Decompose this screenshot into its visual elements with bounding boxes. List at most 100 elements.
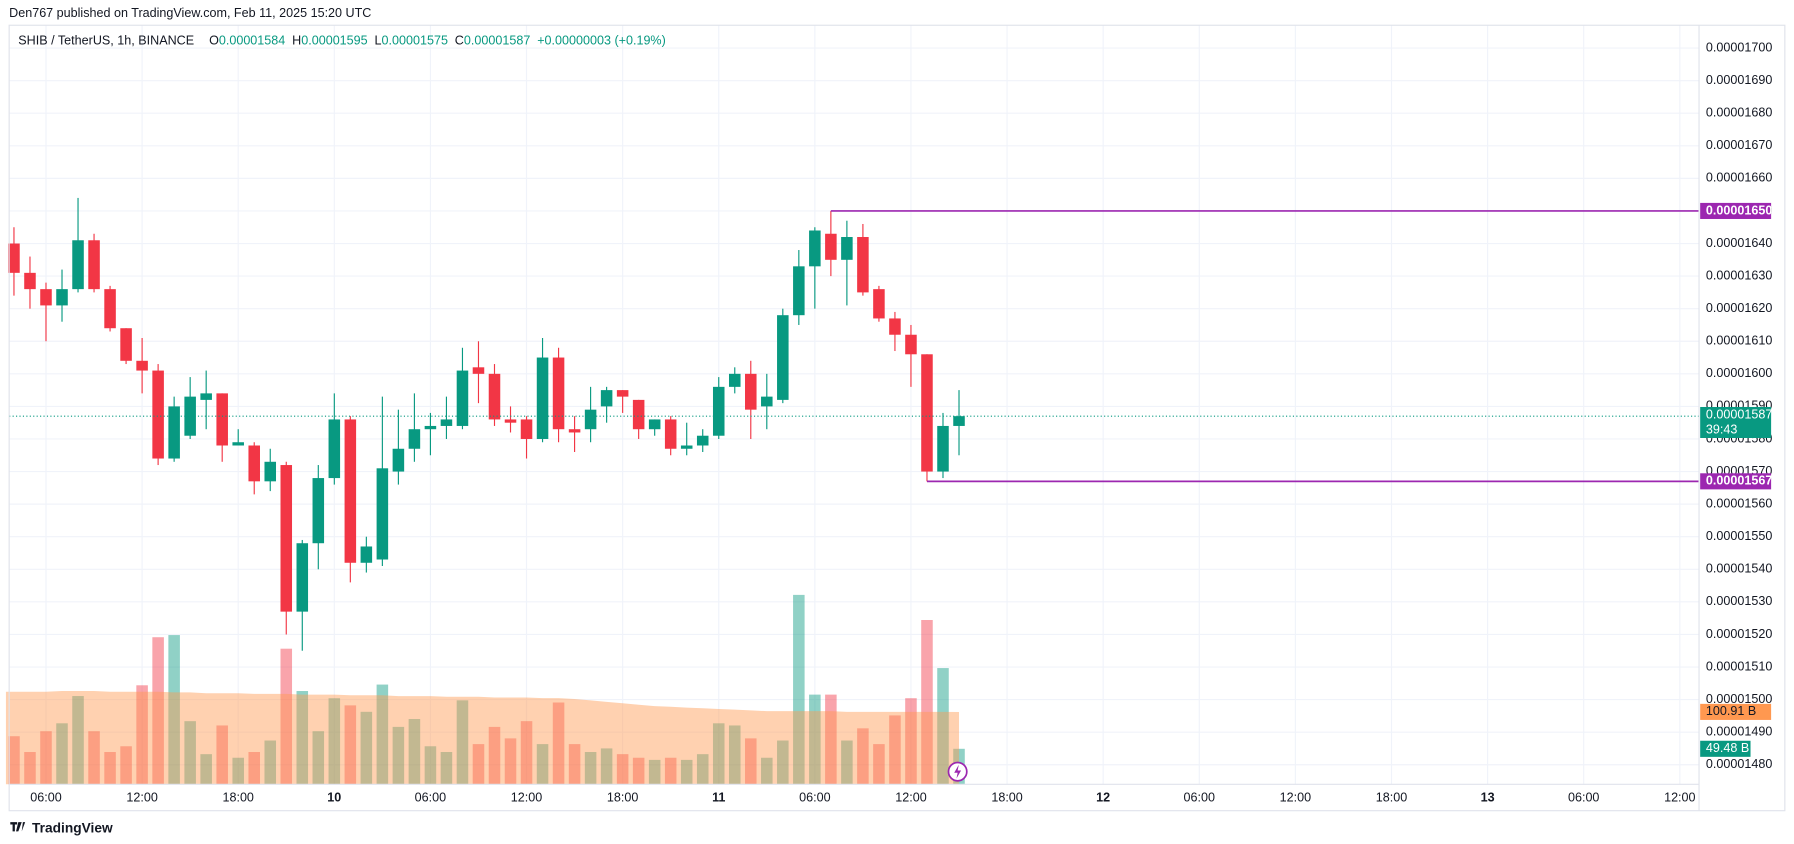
candle-body — [24, 272, 36, 290]
volume-bar — [72, 696, 84, 785]
volume-bar — [552, 702, 565, 785]
candle-body — [889, 318, 901, 335]
candle-body — [520, 419, 533, 439]
volume-bar — [777, 740, 789, 785]
volume-bar — [248, 752, 260, 785]
candle-body — [745, 373, 757, 410]
volume-bar — [568, 744, 581, 785]
legend-change: +0.00000003 (+0.19%) — [537, 34, 666, 48]
level-label: 0.00001650 — [1706, 203, 1772, 217]
x-tick-label: 18:00 — [991, 790, 1022, 804]
y-tick-label: 0.00001490 — [1706, 724, 1772, 738]
candle-body — [504, 419, 517, 423]
legend-key: C — [455, 34, 464, 48]
volume-bar — [8, 736, 20, 785]
y-tick-label: 0.00001550 — [1706, 529, 1772, 543]
y-tick-label: 0.00001600 — [1706, 366, 1772, 380]
volume-ma-area — [5, 691, 960, 785]
candle-body — [440, 419, 453, 426]
candle-body — [536, 357, 549, 439]
volume-bar — [328, 698, 341, 785]
candle-body — [793, 266, 805, 316]
y-tick-label: 0.00001520 — [1706, 627, 1772, 641]
volume-bar — [440, 752, 453, 785]
candle-body — [344, 419, 357, 563]
volume-bar — [520, 721, 533, 785]
volume-bar — [648, 759, 661, 785]
candle-body — [664, 419, 677, 449]
volume-bar — [408, 719, 421, 785]
volume-label: 49.48 B — [1706, 741, 1749, 755]
candle-body — [408, 429, 421, 449]
volume-bar — [632, 757, 645, 785]
candle-body — [857, 237, 869, 293]
legend-value: 0.00001587 — [464, 34, 530, 48]
candle-body — [873, 289, 885, 319]
volume-bar — [680, 759, 693, 785]
x-tick-label: 18:00 — [607, 790, 638, 804]
volume-bar — [136, 685, 148, 785]
candle-body — [584, 409, 597, 430]
candle-body — [632, 399, 645, 430]
volume-bar — [280, 648, 293, 785]
candle-body — [696, 435, 709, 446]
candle-body — [456, 370, 469, 426]
volume-bar — [536, 744, 549, 785]
candle-body — [905, 334, 917, 355]
y-tick-label: 0.00001510 — [1706, 659, 1772, 673]
volume-bar — [200, 754, 212, 785]
volume-bar — [56, 723, 68, 785]
volume-bar — [825, 694, 837, 785]
volume-bar — [216, 725, 228, 785]
candle-body — [72, 240, 84, 290]
legend-key: H — [292, 34, 301, 48]
y-tick-label: 0.00001690 — [1706, 73, 1772, 87]
y-tick-label: 0.00001560 — [1706, 496, 1772, 510]
candle-body — [376, 468, 389, 560]
x-tick-label: 06:00 — [415, 790, 446, 804]
volume-bar — [889, 715, 901, 785]
candle-body — [248, 445, 260, 482]
volume-bar — [232, 757, 244, 785]
y-tick-label: 0.00001500 — [1706, 692, 1772, 706]
volume-bar — [488, 726, 501, 785]
volume-bar — [937, 668, 949, 785]
candle-body — [712, 386, 725, 436]
volume-bar — [312, 731, 325, 785]
x-tick-label: 06:00 — [30, 790, 61, 804]
level-label: 0.00001567 — [1706, 474, 1772, 488]
y-tick-label: 0.00001670 — [1706, 138, 1772, 152]
volume-bar — [584, 752, 597, 785]
candle-body — [680, 445, 693, 449]
legend-value: 0.00001575 — [382, 34, 448, 48]
volume-bar — [344, 705, 357, 785]
x-tick-label: 12:00 — [1664, 790, 1695, 804]
volume-bar — [841, 740, 853, 785]
volume-bar — [24, 752, 36, 785]
volume-bar — [184, 721, 196, 785]
volume-bar — [104, 752, 116, 785]
symbol: SHIB / TetherUS, 1h, BINANCE — [18, 34, 194, 48]
volume-bar — [696, 754, 709, 785]
x-tick-label: 18:00 — [1376, 790, 1407, 804]
x-tick-label: 12:00 — [511, 790, 542, 804]
volume-bar — [745, 738, 757, 785]
candle-body — [825, 233, 837, 260]
volume-bar — [40, 731, 52, 785]
candle-body — [312, 478, 325, 544]
candle-body — [648, 419, 661, 430]
y-tick-label: 0.00001530 — [1706, 594, 1772, 608]
attribution: Den767 published on TradingView.com, Feb… — [9, 6, 371, 20]
candle-body — [168, 406, 180, 459]
volume-label-box — [1700, 740, 1751, 757]
candles — [8, 197, 965, 651]
candle-body — [777, 315, 789, 400]
volume-bar — [264, 740, 277, 785]
candle-body — [104, 289, 116, 329]
volume-bar — [472, 744, 485, 785]
volume-bar — [376, 684, 389, 785]
legend-key: L — [375, 34, 382, 48]
volume-bar — [152, 637, 164, 785]
logo-text: TradingView — [32, 821, 113, 836]
volume-bar — [120, 746, 132, 785]
